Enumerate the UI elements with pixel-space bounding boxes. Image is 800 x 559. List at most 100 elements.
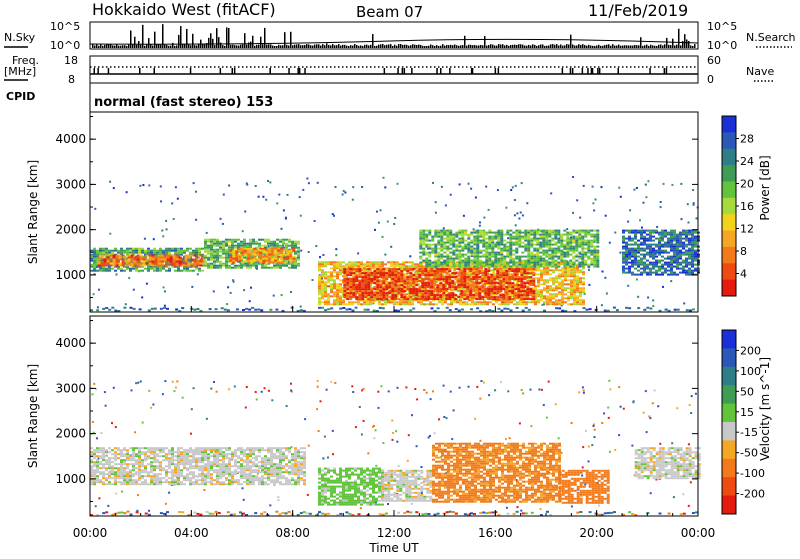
speckle (209, 308, 212, 310)
speckle (361, 186, 363, 188)
nsky-bar (350, 45, 352, 48)
nsky-bar (244, 33, 246, 48)
speckle (318, 430, 320, 432)
speckle (98, 289, 100, 291)
speckle (604, 512, 607, 514)
nsky-bar (268, 44, 270, 48)
nsky-bar (192, 34, 194, 48)
speckle (397, 183, 399, 185)
speckle (265, 199, 267, 201)
speckle (374, 229, 376, 231)
speckle (348, 308, 351, 310)
speckle (601, 304, 603, 306)
speckle (582, 466, 584, 468)
speckle (686, 309, 689, 311)
speckle (446, 511, 449, 513)
speckle (342, 194, 344, 196)
nsky-bar (482, 45, 484, 48)
nsky-bar (326, 43, 328, 48)
nsky-bar (126, 46, 128, 48)
speckle (352, 186, 354, 188)
nsky-bar (494, 46, 496, 48)
nsky-bar (636, 45, 638, 48)
speckle (650, 492, 652, 494)
speckle (335, 186, 337, 188)
speckle (93, 293, 95, 295)
speckle (692, 189, 694, 191)
speckle (671, 442, 673, 444)
nsky-bar (460, 45, 462, 48)
nsky-bar (610, 46, 612, 48)
speckle (254, 309, 257, 311)
cpid-text: normal (fast stereo) 153 (94, 95, 273, 110)
nsky-bar (596, 46, 598, 48)
speckle (394, 217, 396, 219)
speckle (177, 198, 179, 200)
y-tick-label: 1000 (55, 268, 86, 282)
speckle (137, 494, 139, 496)
speckle (322, 254, 324, 256)
speckle (115, 426, 117, 428)
nsky-bar (104, 45, 106, 48)
speckle (500, 310, 503, 312)
speckle (396, 441, 398, 443)
speckle (677, 309, 680, 311)
speckle (427, 513, 430, 515)
nsky-bar (532, 44, 534, 48)
nsky-bar (512, 45, 514, 48)
speckle (97, 306, 99, 308)
nsky-bar (528, 45, 530, 48)
speckle (218, 512, 221, 514)
speckle (609, 242, 611, 244)
nsky-bar (580, 45, 582, 48)
speckle (468, 183, 470, 185)
nsky-bar (458, 46, 460, 48)
speckle (375, 465, 377, 467)
speckle (345, 309, 348, 311)
speckle (142, 184, 144, 186)
speckle (373, 437, 375, 439)
nsky-bar (500, 45, 502, 48)
speckle (500, 381, 502, 383)
nsky-bar (656, 46, 658, 48)
nsky-bar (270, 44, 272, 48)
speckle (242, 487, 244, 489)
speckle (255, 391, 257, 393)
speckle (100, 432, 102, 434)
nsky-bar (302, 45, 304, 48)
speckle (105, 405, 107, 407)
speckle (144, 238, 146, 240)
nsky-bar (554, 45, 556, 48)
speckle (393, 223, 395, 225)
speckle (588, 269, 590, 271)
freq-spike (190, 68, 192, 74)
speckle (411, 503, 413, 505)
speckle (397, 310, 400, 312)
speckle (153, 238, 155, 240)
speckle (510, 189, 512, 191)
speckle (645, 184, 647, 186)
nsky-bar (102, 46, 104, 48)
nsky-bar (176, 45, 178, 48)
nsky-bar (260, 37, 262, 48)
nsky-bar (534, 45, 536, 48)
nsky-bar (190, 45, 192, 48)
nsky-bar (358, 46, 360, 48)
freq-spike (582, 68, 584, 74)
speckle (660, 201, 662, 203)
speckle (643, 412, 645, 414)
speckle (226, 303, 228, 305)
nsky-bar (306, 44, 308, 48)
speckle (345, 511, 348, 513)
speckle (246, 386, 248, 388)
speckle (290, 390, 292, 392)
speckle (102, 308, 105, 310)
speckle (348, 513, 351, 515)
speckle (151, 308, 154, 310)
speckle (459, 183, 461, 185)
speckle (521, 389, 523, 391)
y-tick-label: 1000 (55, 472, 86, 486)
velocity-colorbar-swatch (722, 496, 736, 515)
nsky-bar (590, 46, 592, 48)
speckle (645, 196, 647, 198)
